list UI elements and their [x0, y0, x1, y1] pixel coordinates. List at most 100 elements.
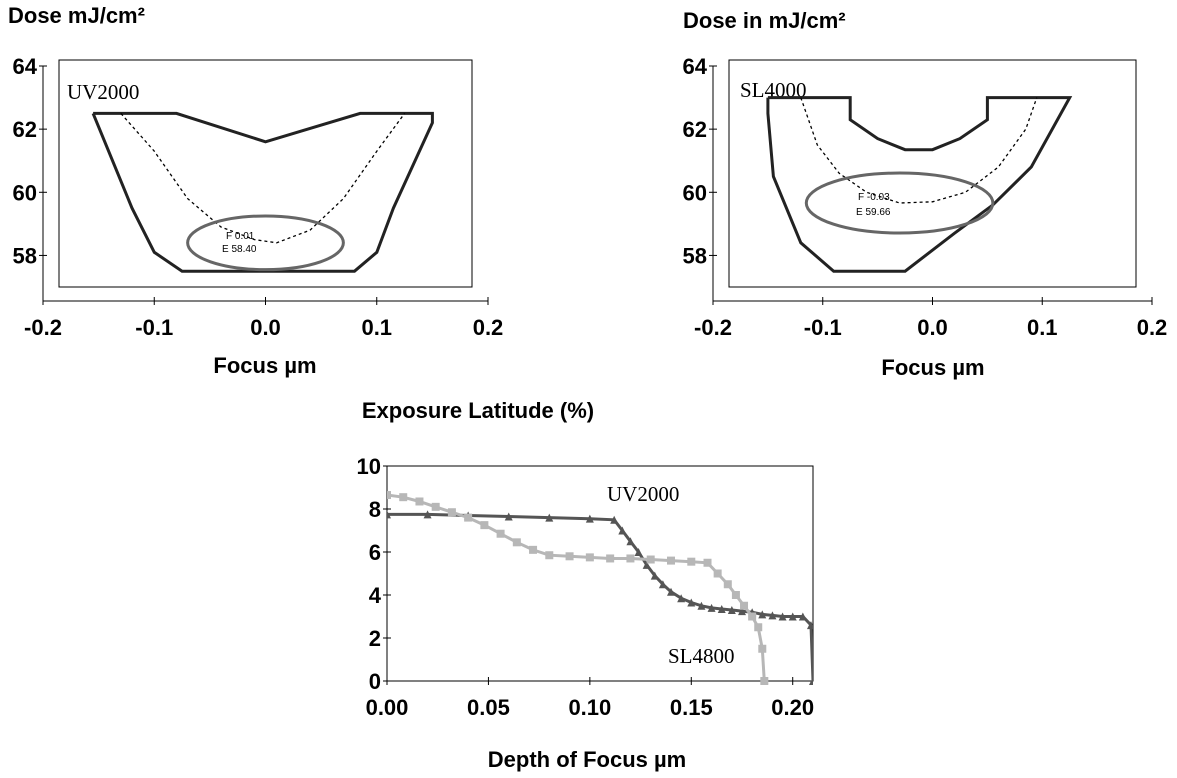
chart3-series-1-point	[618, 526, 627, 535]
chart3-series-2-point	[545, 551, 554, 560]
chart-1: 58 60 62 64 -0.2 -0.1 0.0 0.1 0.2	[13, 54, 504, 340]
chart1-x-tick-label: 0.0	[250, 315, 281, 340]
chart1-y-tick-label: 60	[13, 180, 37, 205]
chart3-series-1-point	[727, 606, 736, 615]
chart3-series-2-point	[626, 554, 635, 563]
chart2-xlabel: Focus µm	[881, 355, 984, 380]
chart3-series-1-point	[642, 560, 651, 569]
chart3-series-2-point	[529, 545, 538, 554]
chart2-optimum-focus: F -0.03	[858, 192, 890, 203]
chart3-series-2-point	[512, 538, 521, 547]
chart3-series-2-point	[606, 554, 615, 563]
chart-3: 0 2 4 6 8 10 0.00 0.05 0.10 0.15 0.20	[357, 454, 815, 720]
chart1-plot-frame	[58, 59, 473, 288]
chart3-series-layer	[387, 491, 813, 685]
chart2-y-tick-label: 64	[683, 54, 708, 79]
chart3-title: Exposure Latitude (%)	[362, 398, 594, 423]
chart2-y-tick-label: 62	[683, 117, 707, 142]
chart3-legend-uv2000: UV2000	[607, 482, 679, 506]
chart1-series-2-line	[120, 112, 406, 244]
chart3-series-2-point	[703, 558, 712, 567]
chart2-series-layer	[766, 96, 1073, 273]
chart3-series-1-point	[634, 548, 643, 556]
chart3-series-2-point	[760, 677, 769, 685]
chart3-series-1-point	[610, 515, 619, 524]
chart1-series-layer	[91, 111, 434, 273]
chart3-series-1-point	[809, 677, 813, 685]
chart3-series-1-point	[545, 513, 554, 522]
chart3-series-1-point	[717, 604, 726, 613]
chart1-x-tick-label: 0.2	[473, 315, 504, 340]
chart3-series-1-point	[707, 603, 716, 612]
chart1-x-tick-label: -0.2	[24, 315, 62, 340]
chart3-series-2-point	[748, 612, 757, 621]
chart2-y-tick-label: 58	[683, 243, 707, 268]
chart1-x-tick-label: 0.1	[361, 315, 392, 340]
chart3-series-1-point	[697, 601, 706, 610]
chart2-plot-frame	[728, 59, 1137, 288]
chart3-y-tick-label: 4	[369, 583, 382, 608]
chart3-legend-sl4800: SL4800	[668, 644, 735, 668]
chart3-x-tick-label: 0.00	[366, 695, 409, 720]
chart3-series-1-point	[738, 607, 746, 616]
chart3-series-1-line	[387, 512, 813, 682]
chart3-series-1-point	[677, 594, 686, 603]
chart3-x-tick-label: 0.15	[670, 695, 713, 720]
chart3-series-1-point	[806, 621, 813, 630]
chart3-series-1-point	[658, 580, 667, 589]
chart2-x-tick-label: 0.0	[917, 315, 948, 340]
chart1-y-tick-label: 64	[13, 54, 38, 79]
chart3-y-tick-label: 8	[369, 497, 381, 522]
chart3-series-2-point	[431, 502, 440, 511]
chart1-series-1-line	[91, 111, 434, 273]
chart1-title: Dose mJ/cm²	[8, 3, 145, 28]
chart3-series-2-point	[480, 521, 489, 530]
chart2-series-3-ellipse	[804, 171, 995, 235]
chart3-x-tick-label: 0.20	[771, 695, 814, 720]
chart2-x-tick-label: -0.1	[804, 315, 842, 340]
chart3-x-tick-label: 0.05	[467, 695, 510, 720]
chart3-series-2-point	[754, 623, 763, 632]
chart2-x-tick-label: -0.2	[694, 315, 732, 340]
chart-2: 58 60 62 64 -0.2 -0.1 0.0 0.1 0.2	[683, 54, 1168, 340]
chart3-series-1-point	[758, 610, 767, 619]
chart3-series-2-point	[646, 555, 655, 564]
chart3-series-2-point	[687, 557, 696, 566]
chart2-y-tick-label: 60	[683, 180, 707, 205]
chart3-xlabel: Depth of Focus µm	[488, 747, 686, 772]
chart3-series-2-point	[399, 493, 408, 502]
chart3-series-1-point	[504, 512, 513, 521]
chart3-series-1-point	[650, 571, 659, 580]
chart3-y-tick-label: 2	[369, 626, 381, 651]
chart3-series-2-point	[723, 580, 732, 589]
chart3-series-1-point	[798, 612, 807, 621]
chart3-series-2-point	[447, 508, 456, 517]
chart3-series-1-point	[387, 510, 391, 519]
chart2-optimum-energy: E 59.66	[856, 207, 891, 218]
chart3-series-2-point	[758, 644, 767, 653]
chart1-x-tick-label: -0.1	[135, 315, 173, 340]
chart3-series-1-point	[667, 587, 675, 596]
chart2-series-2-line	[800, 97, 1038, 204]
chart3-plot-frame	[386, 465, 814, 682]
chart3-series-1-point	[687, 598, 696, 607]
chart3-series-1-point	[423, 510, 432, 519]
chart3-series-2-point	[387, 491, 391, 500]
chart3-series-1-point	[626, 537, 635, 546]
chart3-series-2-point	[565, 552, 574, 561]
chart1-y-tick-label: 58	[13, 243, 37, 268]
chart2-title: Dose in mJ/cm²	[683, 8, 846, 33]
chart3-series-1-point	[585, 514, 594, 523]
chart3-series-2-point	[667, 556, 675, 565]
chart3-series-2-point	[464, 513, 473, 522]
chart1-y-tick-label: 62	[13, 117, 37, 142]
chart1-series-annotation: UV2000	[67, 80, 139, 104]
plots-layer: 58 60 62 64 -0.2 -0.1 0.0 0.1 0.2 58 60 62 64 -0.2 -0.…	[13, 54, 1168, 720]
chart3-series-1-point	[788, 612, 797, 621]
chart3-y-tick-label: 0	[369, 669, 381, 694]
chart3-series-2-point	[731, 591, 740, 599]
chart2-x-tick-label: 0.1	[1027, 315, 1058, 340]
chart3-series-2-point	[585, 553, 594, 562]
chart3-series-2-point	[496, 529, 505, 538]
